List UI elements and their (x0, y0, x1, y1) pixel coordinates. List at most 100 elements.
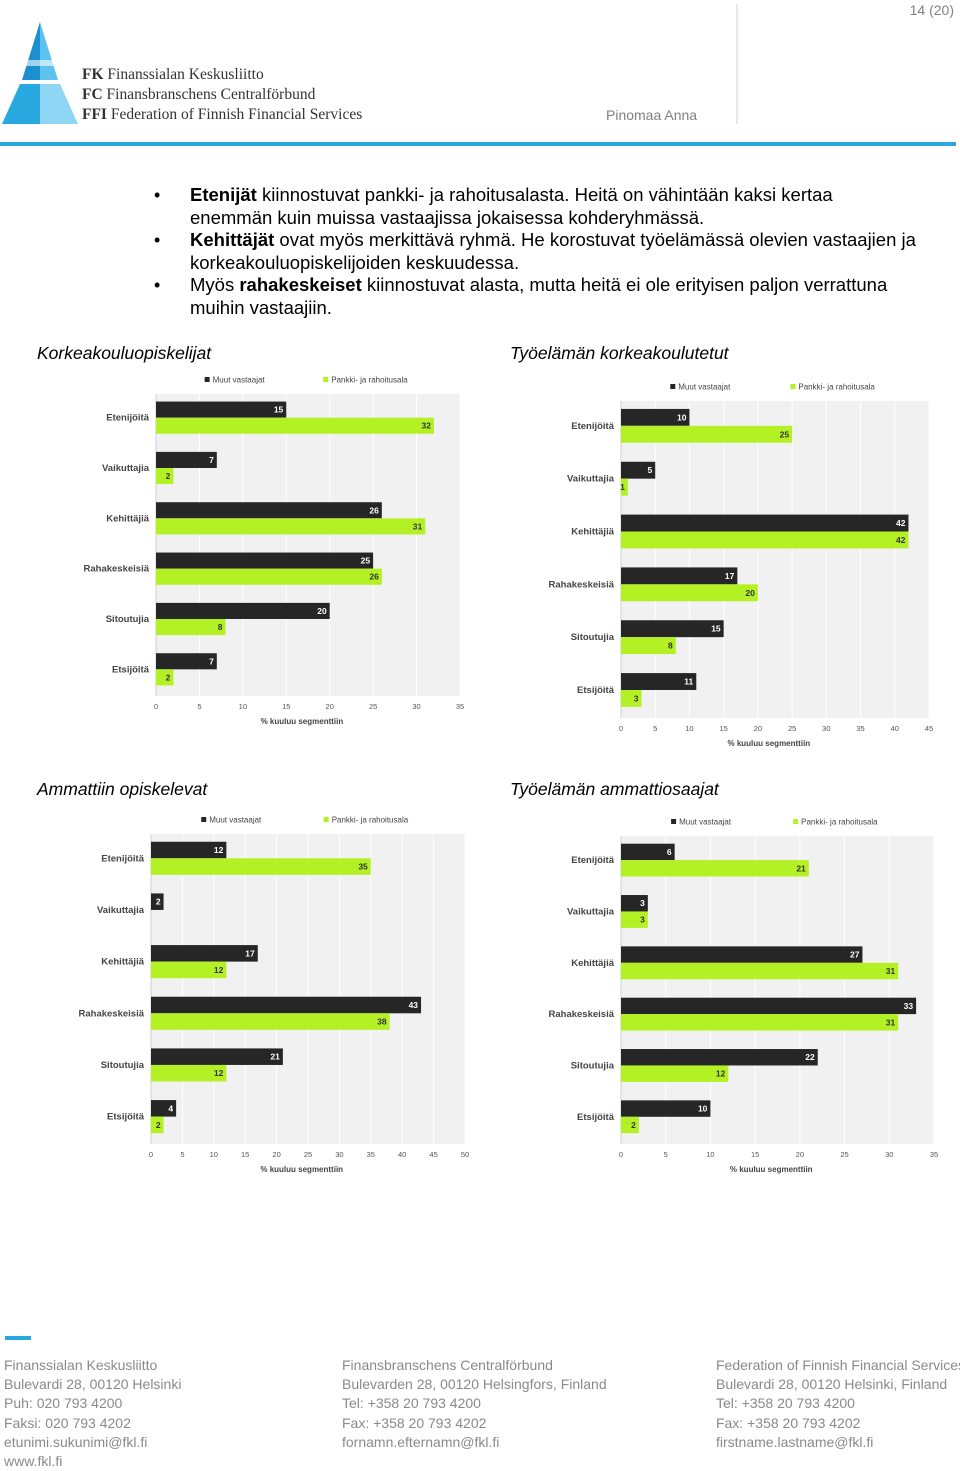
x-axis-label: % kuuluu segmenttiin (261, 717, 344, 726)
chart-title-tyoelaman-korkeakoulutetut: Työelämän korkeakoulutetut (510, 343, 729, 363)
bar-muut-vastaajat (621, 514, 909, 532)
x-tick-label: 15 (282, 702, 290, 711)
data-label: 7 (209, 656, 214, 666)
bar-pankki-ja-rahoitusala (156, 417, 434, 434)
data-label: 25 (361, 556, 371, 566)
chart-legend: Muut vastaajat Pankki- ja rahoitusala (204, 376, 408, 385)
legend-label: Muut vastaajat (213, 376, 266, 385)
x-tick-label: 40 (891, 724, 899, 733)
x-tick-label: 5 (664, 1150, 668, 1159)
data-label: 12 (214, 1068, 224, 1078)
chart-title-korkeakouluopiskelijat: Korkeakouluopiskelijat (37, 343, 212, 363)
legend-label: Pankki- ja rahoitusala (798, 383, 875, 392)
x-tick-label: 25 (304, 1150, 312, 1159)
data-label: 1 (620, 482, 625, 492)
x-tick-label: 45 (925, 724, 933, 733)
bullet-item: Kehittäjät ovat myös merkittävä ryhmä. H… (150, 229, 920, 274)
bar-muut-vastaajat (621, 1049, 818, 1066)
category-label: Etenijöitä (101, 853, 144, 864)
category-label: Sitoutujia (571, 1060, 615, 1071)
chart-legend: Muut vastaajat Pankki- ja rahoitusala (671, 818, 878, 827)
header-divider (736, 4, 738, 124)
bar-muut-vastaajat (156, 401, 287, 418)
data-label: 22 (805, 1052, 815, 1062)
footer-accent (5, 1336, 31, 1340)
x-tick-label: 30 (885, 1150, 893, 1159)
category-label: Etenijöitä (571, 855, 614, 866)
legend-swatch-muut (670, 384, 676, 389)
x-tick-label: 5 (180, 1150, 184, 1159)
footer-email: fornamn.efternamn@fkl.fi (342, 1433, 500, 1450)
data-label: 20 (317, 606, 327, 616)
x-tick-label: 10 (210, 1150, 218, 1159)
bar-muut-vastaajat (621, 946, 863, 963)
data-label: 20 (745, 588, 755, 598)
x-tick-label: 30 (412, 702, 420, 711)
category-label: Sitoutujia (571, 632, 615, 643)
category-label: Etsijöitä (107, 1112, 145, 1123)
x-tick-label: 20 (754, 724, 762, 733)
footer-org: Federation of Finnish Financial Services (716, 1357, 960, 1373)
plot-area (621, 401, 929, 718)
data-label: 15 (711, 624, 721, 634)
data-label: 33 (904, 1001, 914, 1011)
data-label: 10 (698, 1104, 708, 1114)
data-label: 12 (214, 965, 224, 975)
x-axis-label: % kuuluu segmenttiin (730, 1165, 813, 1174)
category-label: Kehittäjiä (571, 958, 614, 969)
footer-web: www.fkl.fi (4, 1453, 63, 1470)
x-tick-label: 20 (272, 1150, 280, 1159)
bar-pankki-ja-rahoitusala (151, 858, 371, 875)
x-tick-label: 0 (619, 1150, 623, 1159)
legend-swatch-pankki (793, 819, 799, 824)
footer-fax: Fax: +358 20 793 4202 (716, 1414, 861, 1431)
bar-pankki-ja-rahoitusala (621, 584, 758, 602)
bar-muut-vastaajat (621, 567, 738, 585)
data-label: 31 (886, 966, 896, 976)
x-tick-label: 25 (840, 1150, 848, 1159)
bar-muut-vastaajat (621, 408, 690, 426)
x-tick-label: 0 (154, 702, 158, 711)
bar-muut-vastaajat (156, 552, 374, 569)
data-label: 8 (668, 641, 673, 651)
bar-pankki-ja-rahoitusala (621, 911, 648, 928)
category-label: Etsijöitä (577, 1112, 615, 1123)
chart-legend: Muut vastaajat Pankki- ja rahoitusala (670, 383, 875, 392)
data-label: 8 (218, 622, 223, 632)
header-rule (0, 142, 956, 146)
data-label: 2 (166, 672, 171, 682)
footer-phone: Tel: +358 20 793 4200 (342, 1395, 481, 1412)
category-label: Rahakeskeisiä (549, 1009, 615, 1020)
bar-pankki-ja-rahoitusala (621, 1116, 639, 1134)
data-label: 32 (421, 421, 431, 431)
x-tick-label: 0 (619, 724, 623, 733)
bar-pankki-ja-rahoitusala (621, 860, 809, 877)
data-label: 3 (640, 915, 645, 925)
data-label: 5 (647, 465, 652, 475)
legend-swatch-pankki (323, 377, 329, 382)
x-tick-label: 10 (706, 1150, 714, 1159)
x-tick-label: 25 (788, 724, 796, 733)
x-tick-label: 5 (197, 702, 201, 711)
chart-ammattiin-opiskelevat: Muut vastaajat Pankki- ja rahoitusala 12 35… (79, 816, 470, 1175)
chart-title-ammattiin-opiskelevat: Ammattiin opiskelevat (37, 779, 208, 799)
author-name: Pinomaa Anna (606, 107, 698, 123)
category-label: Etenijöitä (106, 413, 149, 424)
bar-muut-vastaajat (151, 893, 164, 910)
data-label: 3 (634, 693, 639, 703)
data-label: 4 (168, 1103, 173, 1113)
data-label: 12 (716, 1069, 726, 1079)
data-label: 26 (369, 505, 379, 515)
x-tick-label: 20 (326, 702, 334, 711)
category-label: Rahakeskeisiä (79, 1008, 145, 1019)
x-tick-label: 35 (930, 1150, 938, 1159)
data-label: 42 (896, 535, 906, 545)
data-label: 15 (274, 405, 284, 415)
legend-label: Muut vastaajat (679, 818, 732, 827)
bar-muut-vastaajat (156, 502, 382, 519)
data-label: 21 (270, 1052, 280, 1062)
legend-label: Muut vastaajat (678, 383, 731, 392)
bar-pankki-ja-rahoitusala (151, 1116, 164, 1134)
footer-column-sv: Finansbranschens Centralförbund Bulevard… (342, 1356, 607, 1452)
footer-phone: Puh: 020 793 4200 (4, 1395, 123, 1412)
